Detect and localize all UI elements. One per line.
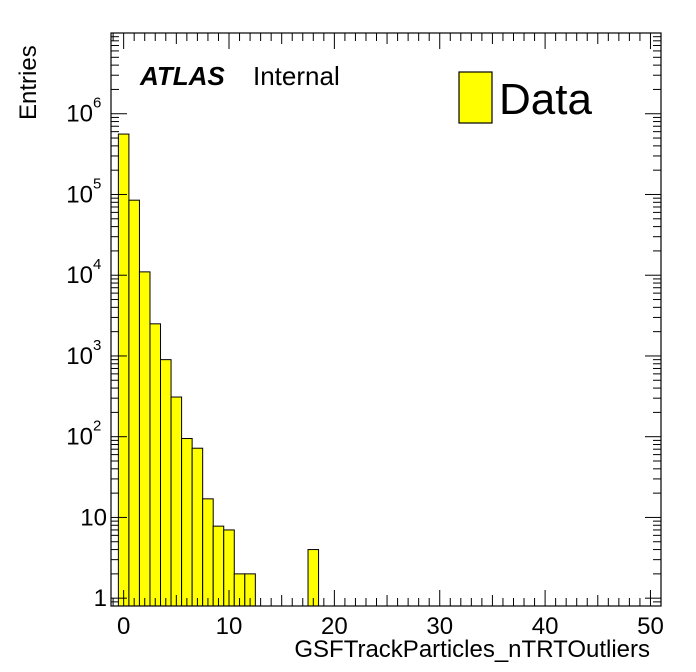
atlas-status-label: Internal (253, 61, 340, 91)
y-tick-label: 10 (66, 181, 93, 208)
histogram-bar (202, 498, 214, 607)
x-tick-labels: 0 10 20 30 40 50 (117, 613, 664, 640)
y-tick-exponent: 4 (93, 256, 101, 273)
y-axis-title: Entries (15, 45, 42, 120)
histogram-bar (212, 525, 225, 607)
histogram-bar (191, 447, 204, 607)
x-tick-label: 40 (532, 613, 559, 640)
y-tick-exponent: 3 (93, 337, 101, 354)
legend-swatch (458, 71, 493, 124)
y-tick-exponent: 2 (93, 418, 101, 435)
histogram-bar (138, 271, 151, 607)
y-tick-label: 10 (80, 504, 107, 531)
histogram-bar (128, 199, 140, 607)
y-tick-label: 10 (66, 262, 93, 289)
histogram-bar (117, 133, 130, 607)
x-tick-label: 20 (321, 613, 348, 640)
x-tick-label: 0 (117, 613, 130, 640)
histogram-bar (160, 359, 172, 607)
histogram-bar (149, 323, 162, 607)
x-tick-label: 10 (216, 613, 243, 640)
y-tick-label: 10 (66, 424, 93, 451)
legend-label: Data (499, 75, 592, 124)
x-axis-title: GSFTrackParticles_nTRTOutliers (294, 636, 650, 663)
axis-ticks (111, 32, 662, 607)
x-tick-label: 30 (426, 613, 453, 640)
histogram-bar (181, 437, 193, 607)
y-tick-label: 10 (66, 343, 93, 370)
plot-frame (110, 32, 662, 607)
histogram-bars (117, 133, 320, 607)
histogram-bar (307, 549, 320, 607)
y-tick-exponent: 6 (93, 95, 101, 112)
atlas-label: ATLAS (139, 61, 225, 91)
y-tick-label: 1 (94, 585, 107, 612)
x-tick-label: 50 (637, 613, 664, 640)
y-tick-label: 10 (66, 101, 93, 128)
histogram-bar (170, 396, 183, 607)
y-tick-exponent: 5 (93, 175, 101, 192)
